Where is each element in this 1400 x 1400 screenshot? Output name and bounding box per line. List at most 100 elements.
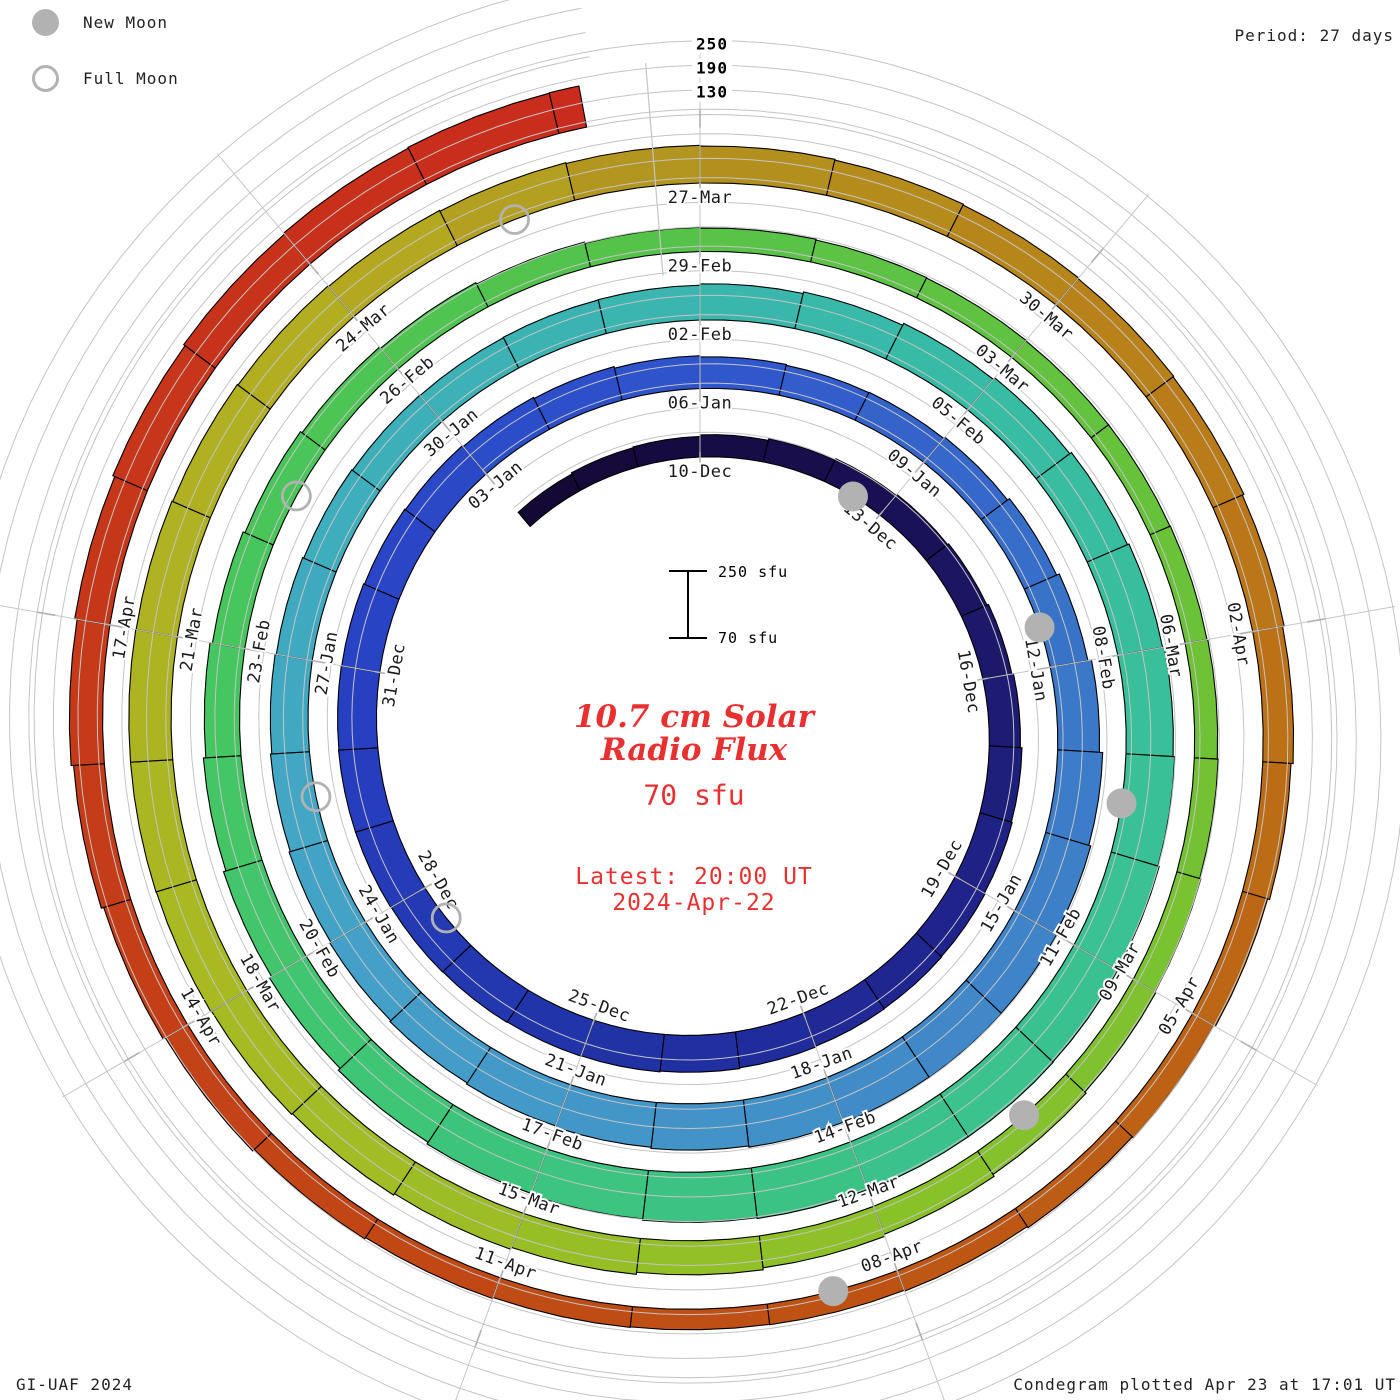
flux-bar (750, 1141, 869, 1220)
date-tick (1002, 903, 1020, 914)
date-tick (474, 1329, 483, 1348)
date-tick (544, 1136, 553, 1155)
flux-bar (635, 1235, 764, 1276)
flux-bar (211, 531, 274, 650)
date-tick (521, 1200, 529, 1219)
radial-axis-label-130: 130 (692, 82, 732, 102)
full-moon-marker (499, 204, 530, 235)
flux-bar (492, 1277, 634, 1329)
date-tick (172, 635, 191, 640)
date-label: 02-Feb (668, 325, 732, 345)
date-tick (1180, 1006, 1198, 1017)
date-tick (1240, 1040, 1257, 1051)
full-moon-label: Full Moon (83, 69, 179, 88)
flux-bar (288, 839, 367, 943)
date-label: 10-Dec (668, 462, 732, 482)
scale-bar-bottom-label: 70 sfu (718, 629, 779, 647)
flux-bar (202, 755, 263, 872)
end-marker-line (645, 63, 664, 276)
flux-bar (275, 556, 337, 662)
date-tick (868, 1193, 877, 1212)
credit-label: GI-UAF 2024 (16, 1375, 133, 1394)
flux-bar (979, 745, 1023, 823)
flux-bar (1055, 277, 1175, 398)
date-tick (891, 1258, 900, 1276)
date-tick (798, 1000, 806, 1019)
date-tick (497, 1265, 506, 1283)
date-label: 06-Jan (668, 394, 732, 414)
flux-bar (1191, 890, 1269, 1028)
radial-axis-label-190: 190 (692, 58, 732, 78)
new-moon-icon (32, 9, 59, 36)
date-tick (394, 364, 407, 380)
flux-bar (462, 396, 551, 475)
flux-bar (465, 1046, 572, 1127)
new-moon-marker (818, 1276, 849, 1307)
date-tick (568, 1072, 576, 1090)
flux-bar (641, 1167, 758, 1223)
date-tick (958, 405, 972, 421)
radial-axis-label-250: 250 (692, 34, 732, 54)
flux-bar (570, 447, 639, 492)
flux-bar (327, 209, 458, 318)
date-tick (374, 670, 393, 676)
new-moon-marker (837, 481, 868, 512)
flux-bar (925, 543, 988, 617)
spiral-flux-bars (68, 85, 1295, 1331)
new-moon-marker (1024, 612, 1055, 643)
flux-bar (548, 85, 588, 135)
flux-bar (475, 241, 592, 308)
flux-bar (426, 1103, 548, 1195)
chart-title-line1: 10.7 cm Solar (573, 699, 815, 735)
footer-plotted-label: Condegram plotted Apr 23 at 17:01 UT (1013, 1375, 1396, 1394)
date-tick (1002, 353, 1016, 368)
flux-bar (135, 500, 211, 638)
date-tick (1121, 971, 1139, 983)
new-moon-marker (1009, 1100, 1040, 1131)
date-tick (301, 949, 318, 960)
flux-bar (699, 227, 817, 263)
flux-bar (222, 859, 307, 978)
flux-bar (439, 162, 576, 247)
date-tick (821, 1065, 830, 1083)
flux-bar (337, 747, 394, 833)
flux-bar (302, 469, 381, 573)
flux-bar (341, 583, 400, 674)
flux-bar (659, 1031, 741, 1073)
date-tick (123, 1051, 140, 1063)
date-tick (914, 457, 928, 473)
flux-bar (699, 434, 770, 463)
date-label: 29-Feb (668, 257, 732, 277)
flux-bar (699, 356, 788, 396)
flux-bar (68, 618, 111, 767)
date-tick (438, 417, 451, 432)
date-tick (943, 869, 961, 880)
date-tick (182, 1017, 200, 1029)
date-tick (845, 1129, 853, 1147)
flux-bar (825, 159, 965, 238)
date-tick (1172, 641, 1191, 647)
moon-markers (280, 204, 1137, 1307)
new-moon-label: New Moon (83, 13, 169, 32)
date-tick (420, 880, 437, 892)
legend-full-moon: Full Moon (32, 65, 179, 92)
date-tick (1037, 665, 1056, 671)
flux-bar (129, 759, 198, 893)
date-tick (239, 647, 258, 652)
flux-bar (517, 473, 581, 528)
date-label: 27-Mar (668, 188, 732, 208)
full-moon-icon (32, 65, 59, 92)
scale-bar-top-label: 250 sfu (718, 563, 789, 581)
flux-gridline-190 (0, 7, 1382, 1400)
flux-bar (203, 641, 246, 759)
flux-bar (337, 665, 381, 751)
flux-bar (742, 1076, 844, 1148)
date-tick (1090, 248, 1104, 263)
flux-bar (1176, 757, 1219, 880)
period-label: Period: 27 days (1234, 26, 1394, 45)
full-moon-marker (430, 902, 462, 934)
legend-new-moon: New Moon (32, 9, 168, 36)
